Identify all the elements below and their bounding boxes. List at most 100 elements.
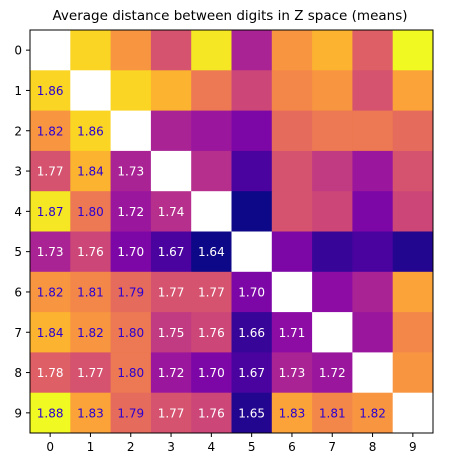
heatmap-cell <box>312 352 353 394</box>
plot-frame <box>29 29 434 434</box>
heatmap-cells <box>30 30 434 434</box>
heatmap-cell <box>352 70 394 112</box>
heatmap-cell <box>110 231 152 273</box>
cell-value-label: 1.72 <box>319 366 346 380</box>
heatmap-cell <box>191 110 232 152</box>
heatmap-cell <box>70 110 112 152</box>
x-tick-label: 1 <box>87 440 95 454</box>
heatmap-cell <box>191 352 232 394</box>
heatmap-cell <box>231 70 273 112</box>
heatmap-cell <box>110 110 152 152</box>
heatmap-cell <box>70 312 112 353</box>
heatmap-cell <box>150 231 192 273</box>
heatmap-cell <box>231 110 273 152</box>
heatmap-cell <box>352 352 394 394</box>
heatmap-cell <box>392 30 434 71</box>
heatmap-cell <box>231 150 273 192</box>
cell-value-label: 1.86 <box>37 84 64 98</box>
heatmap-cell <box>271 392 313 434</box>
heatmap-cell <box>70 392 112 434</box>
y-tick-label: 8 <box>14 366 22 380</box>
cell-value-label: 1.67 <box>158 245 185 259</box>
heatmap-cell <box>312 150 353 192</box>
cell-value-label: 1.76 <box>77 245 104 259</box>
heatmap-cell <box>392 312 434 353</box>
heatmap-cell <box>392 352 434 394</box>
cell-value-label: 1.70 <box>238 285 265 299</box>
heatmap-cell <box>150 271 192 313</box>
cell-value-label: 1.84 <box>77 165 104 179</box>
x-axis-ticks: 0 1 2 3 4 5 6 7 8 9 <box>46 433 417 454</box>
y-tick-label: 0 <box>14 44 22 58</box>
heatmap-cell <box>110 30 152 71</box>
y-tick-label: 4 <box>14 205 22 219</box>
heatmap-cell <box>231 30 273 71</box>
heatmap-cell <box>312 271 353 313</box>
y-tick-label: 9 <box>14 406 22 420</box>
x-tick-label: 5 <box>248 440 256 454</box>
heatmap-cell <box>392 271 434 313</box>
cell-value-label: 1.79 <box>117 285 144 299</box>
heatmap-cell <box>271 191 313 232</box>
cell-value-label: 1.76 <box>198 326 225 340</box>
heatmap-cell <box>231 231 273 273</box>
x-tick-label: 0 <box>46 440 54 454</box>
cell-value-label: 1.80 <box>77 205 104 219</box>
y-tick-label: 5 <box>14 245 22 259</box>
cell-value-label: 1.77 <box>198 285 225 299</box>
heatmap-cell <box>312 191 353 232</box>
heatmap-cell <box>70 30 112 71</box>
chart-title: Average distance between digits in Z spa… <box>52 8 407 24</box>
heatmap-cell <box>392 392 434 434</box>
heatmap-cell <box>150 110 192 152</box>
cell-value-label: 1.80 <box>117 326 144 340</box>
heatmap-cell <box>70 352 112 394</box>
cell-value-label: 1.88 <box>37 406 64 420</box>
cell-value-label: 1.76 <box>198 406 225 420</box>
heatmap-cell <box>191 312 232 353</box>
heatmap-cell <box>30 271 71 313</box>
heatmap-cell <box>352 30 394 71</box>
heatmap-cell <box>312 231 353 273</box>
cell-value-label: 1.66 <box>238 326 265 340</box>
heatmap-cell <box>392 150 434 192</box>
heatmap-cell <box>30 191 71 232</box>
cell-value-label: 1.83 <box>77 406 104 420</box>
cell-value-label: 1.81 <box>77 285 104 299</box>
cell-value-label: 1.75 <box>158 326 185 340</box>
heatmap-cell <box>150 150 192 192</box>
heatmap-cell <box>30 312 71 353</box>
y-tick-label: 2 <box>14 124 22 138</box>
cell-value-label: 1.73 <box>117 165 144 179</box>
heatmap-cell <box>110 70 152 112</box>
y-tick-label: 7 <box>14 326 22 340</box>
x-tick-label: 8 <box>369 440 377 454</box>
cell-value-label: 1.83 <box>279 406 306 420</box>
heatmap-cell <box>191 392 232 434</box>
heatmap-cell <box>191 271 232 313</box>
cell-value-label: 1.71 <box>279 326 306 340</box>
heatmap-cell <box>271 271 313 313</box>
cell-value-label: 1.72 <box>117 205 144 219</box>
heatmap-cell <box>150 392 192 434</box>
cell-value-label: 1.73 <box>279 366 306 380</box>
cell-value-label: 1.78 <box>37 366 64 380</box>
heatmap-cell <box>30 392 71 434</box>
heatmap-cell <box>231 271 273 313</box>
cell-value-label: 1.86 <box>77 124 104 138</box>
cell-value-label: 1.77 <box>158 285 185 299</box>
heatmap-cell <box>312 392 353 434</box>
heatmap-cell <box>30 150 71 192</box>
heatmap-cell <box>392 70 434 112</box>
heatmap-cell <box>312 110 353 152</box>
heatmap-cell <box>392 110 434 152</box>
cell-value-label: 1.80 <box>117 366 144 380</box>
heatmap-cell <box>352 110 394 152</box>
heatmap-cell <box>30 352 71 394</box>
heatmap-cell <box>312 70 353 112</box>
heatmap-cell <box>110 271 152 313</box>
x-tick-label: 9 <box>409 440 417 454</box>
heatmap-cell <box>271 312 313 353</box>
cell-value-label: 1.87 <box>37 205 64 219</box>
heatmap-cell <box>191 191 232 232</box>
